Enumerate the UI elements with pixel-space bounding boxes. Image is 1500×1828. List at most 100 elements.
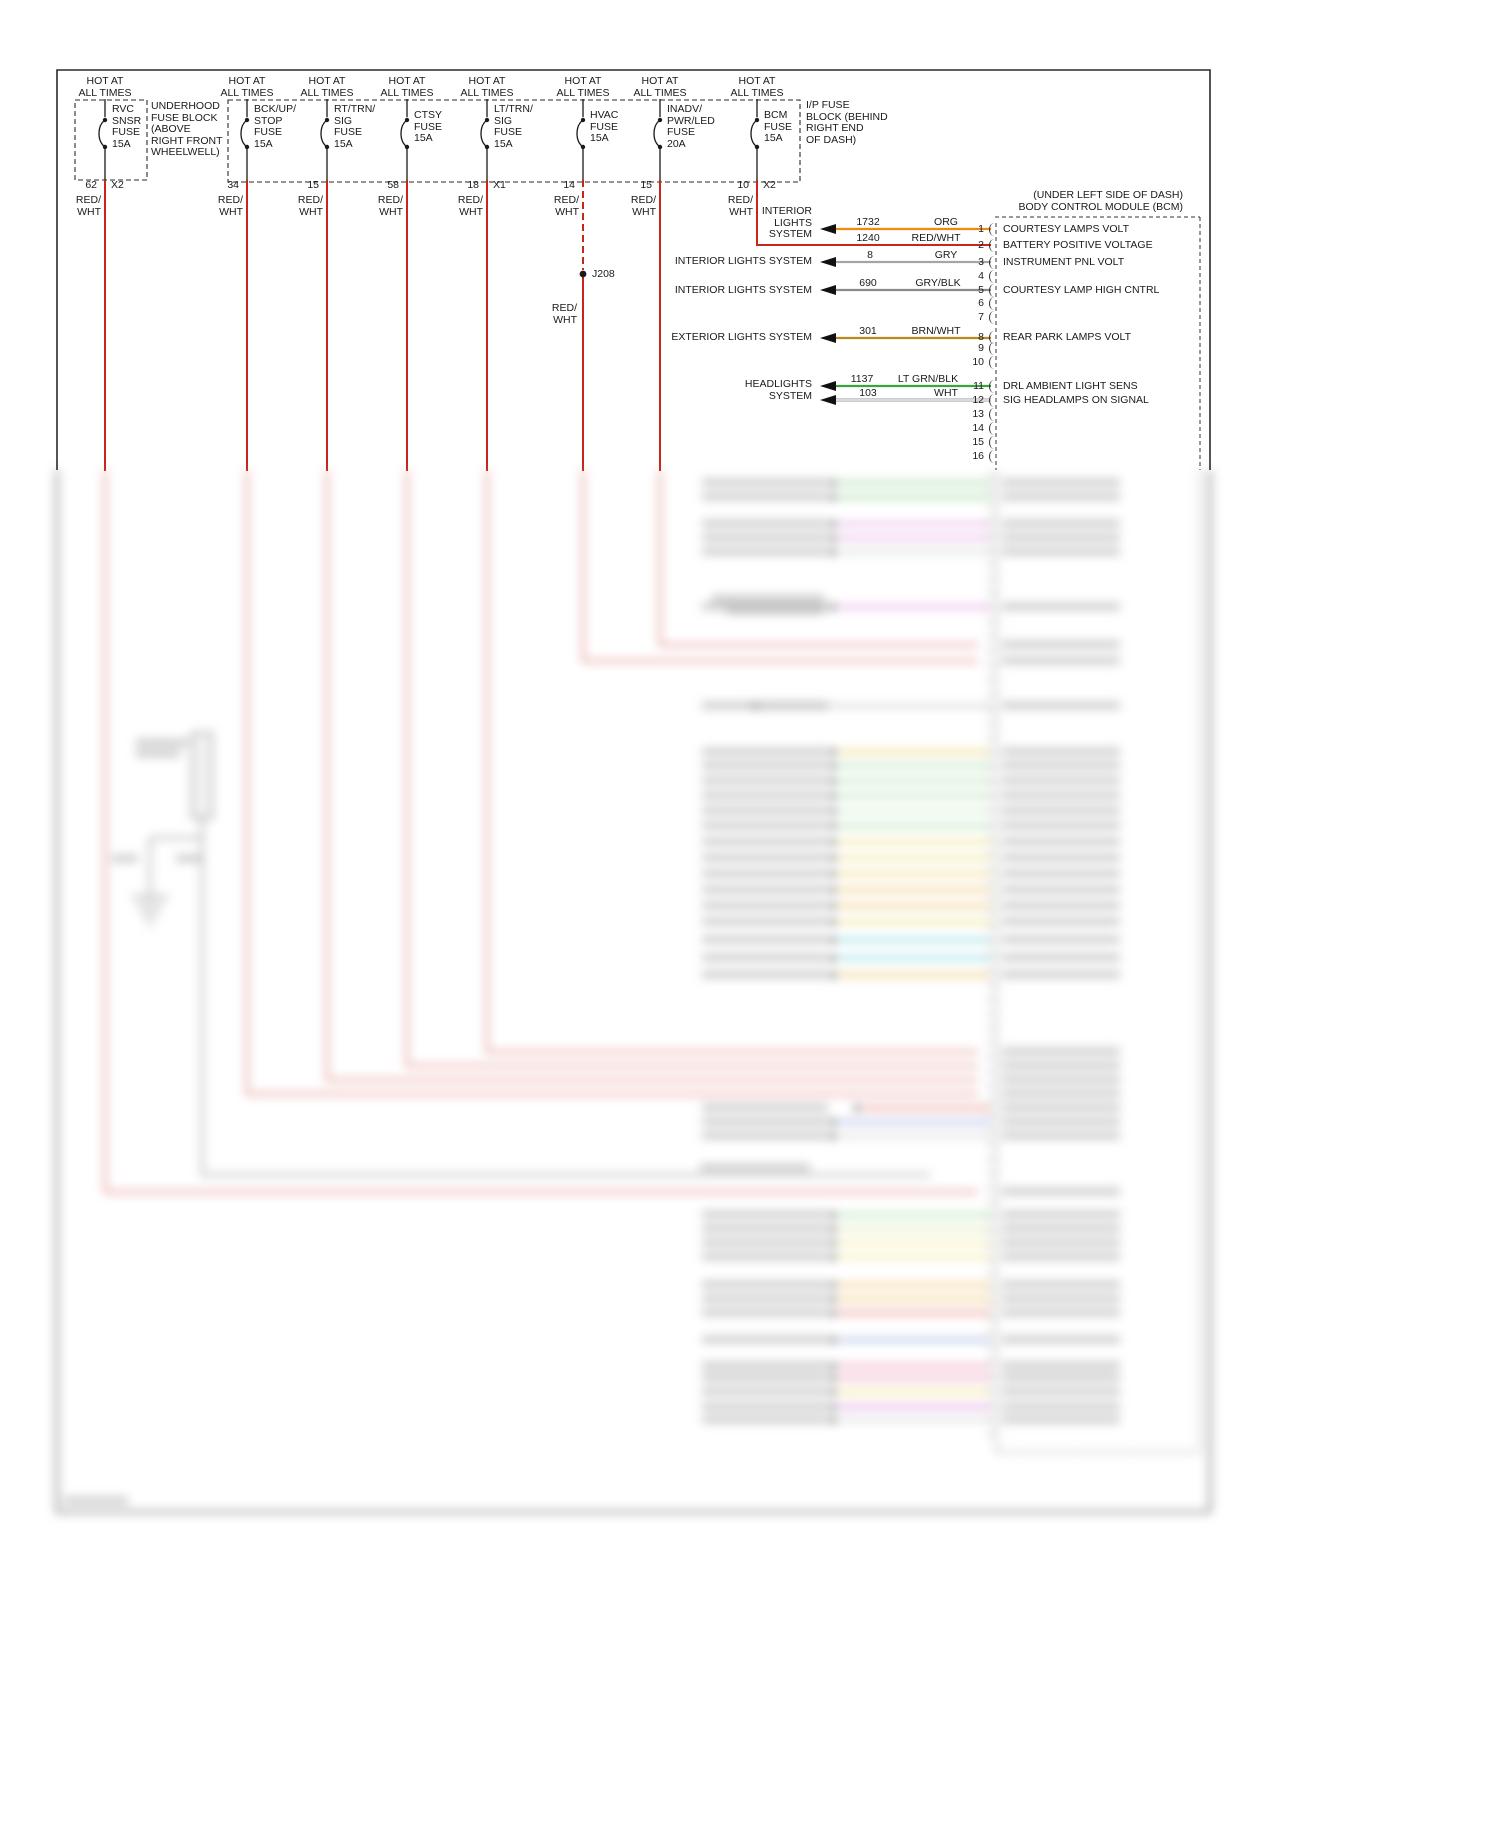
color-gryblk: GRY/BLK (915, 277, 961, 289)
pin-18: 18 (467, 179, 479, 191)
pin-number: 15 (972, 436, 984, 448)
pin-number: 13 (972, 408, 984, 420)
fuse-icons-and-power-wires (98, 99, 760, 471)
wire-label-7: RED/ WHT (630, 194, 656, 218)
pin-function: COURTESY LAMP HIGH CNTRL (1003, 284, 1160, 296)
pin-number: 16 (972, 450, 984, 462)
fuse-label-rvc: RVC SNSR FUSE 15A (112, 103, 142, 150)
hot-label-7: HOT AT ALL TIMES (633, 75, 687, 99)
bcm-pin-row-6: 6 (940, 297, 1210, 310)
connector-cavity-icon (989, 223, 995, 236)
conn-x2-right: X2 (763, 179, 776, 191)
bcm-fuse-wire (756, 180, 991, 246)
wire-label-3: RED/ WHT (297, 194, 323, 218)
connector-cavity-icon (989, 284, 995, 297)
pin-34: 34 (227, 179, 239, 191)
hot-label-6: HOT AT ALL TIMES (556, 75, 610, 99)
pin-number: 1 (978, 223, 984, 235)
pin-number: 6 (978, 297, 984, 309)
color-ltgrnblk: LT GRN/BLK (897, 373, 959, 385)
wire-label-2: RED/ WHT (217, 194, 243, 218)
bcm-pin-row-1: 1 COURTESY LAMPS VOLT (940, 223, 1210, 236)
connector-cavity-icon (989, 380, 995, 393)
bcm-pin-row-15: 15 (940, 436, 1210, 449)
bcm-pin-row-9: 9 (940, 342, 1210, 355)
bcm-pin-row-13: 13 (940, 408, 1210, 421)
hot-label-3: HOT AT ALL TIMES (300, 75, 354, 99)
bcm-title: BODY CONTROL MODULE (BCM) (1018, 201, 1183, 213)
page-border (56, 69, 1211, 470)
color-gry: GRY (934, 249, 958, 261)
pin-number: 9 (978, 342, 984, 354)
hot-label-4: HOT AT ALL TIMES (380, 75, 434, 99)
blurred-diagram-region (0, 468, 1500, 1580)
splice-label: J208 (592, 268, 615, 280)
circuit-1240: 1240 (856, 232, 880, 244)
color-brnwht: BRN/WHT (911, 325, 961, 337)
connector-cavity-icon (989, 311, 995, 324)
system-exterior-lights: EXTERIOR LIGHTS SYSTEM (671, 331, 812, 343)
bcm-pin-row-7: 7 (940, 311, 1210, 324)
pin-function: SIG HEADLAMPS ON SIGNAL (1003, 394, 1149, 406)
pin-15b: 15 (640, 179, 652, 191)
pin-function: REAR PARK LAMPS VOLT (1003, 331, 1131, 343)
fuse-block-outlines (74, 99, 801, 183)
blurred-linework (56, 468, 1211, 1513)
fuse-label-ctsy: CTSY FUSE 15A (414, 109, 443, 144)
circuit-690: 690 (859, 277, 877, 289)
bcm-pin-row-10: 10 (940, 356, 1210, 369)
wire-label-6: RED/ WHT (553, 194, 579, 218)
offpage-arrow-icons (820, 224, 836, 405)
circuit-8: 8 (867, 249, 873, 261)
pin-number: 5 (978, 284, 984, 296)
fuse-label-hvac: HVAC FUSE 15A (590, 109, 619, 144)
connector-cavity-icon (989, 342, 995, 355)
bcm-pin-row-16: 16 (940, 450, 1210, 463)
pin-function: BATTERY POSITIVE VOLTAGE (1003, 239, 1153, 251)
pin-number: 12 (972, 394, 984, 406)
conn-x2-left: X2 (111, 179, 124, 191)
fuse-label-lttrn: LT/TRN/ SIG FUSE 15A (494, 103, 533, 150)
connector-cavity-icon (989, 239, 995, 252)
pin-number: 8 (978, 331, 984, 343)
conn-x1: X1 (493, 179, 506, 191)
bcm-pin-row-12: 12 SIG HEADLAMPS ON SIGNAL (940, 394, 1210, 407)
hot-label-8: HOT AT ALL TIMES (730, 75, 784, 99)
bcm-pin-row-2: 2 BATTERY POSITIVE VOLTAGE (940, 239, 1210, 252)
pin-number: 3 (978, 256, 984, 268)
fuse-label-bckup: BCK/UP/ STOP FUSE 15A (254, 103, 297, 150)
pin-function: DRL AMBIENT LIGHT SENS (1003, 380, 1138, 392)
connector-cavity-icon (989, 422, 995, 435)
pin-number: 10 (972, 356, 984, 368)
bcm-pin-row-3: 3 INSTRUMENT PNL VOLT (940, 256, 1210, 269)
system-interior-lights-3: INTERIOR LIGHTS SYSTEM (674, 284, 812, 296)
system-headlights: HEADLIGHTS SYSTEM (744, 378, 812, 402)
connector-cavity-icon (989, 436, 995, 449)
ip-block-label: I/P FUSE BLOCK (BEHIND RIGHT END OF DASH… (806, 99, 888, 146)
pin-number: 4 (978, 270, 984, 282)
wire-label-4: RED/ WHT (377, 194, 403, 218)
splice-dot (579, 270, 587, 278)
bcm-pin-row-8: 8 REAR PARK LAMPS VOLT (940, 331, 1210, 344)
pin-58: 58 (387, 179, 399, 191)
pin-62: 62 (85, 179, 97, 191)
bcm-circuit-wires (835, 227, 991, 402)
bcm-pin-row-11: 11 DRL AMBIENT LIGHT SENS (940, 380, 1210, 393)
pin-10: 10 (737, 179, 749, 191)
pin-number: 14 (972, 422, 984, 434)
hot-label-5: HOT AT ALL TIMES (460, 75, 514, 99)
hot-label-2: HOT AT ALL TIMES (220, 75, 274, 99)
color-org: ORG (934, 216, 958, 228)
color-redwht: RED/WHT (911, 232, 961, 244)
circuit-103: 103 (859, 387, 877, 399)
connector-cavity-icon (989, 408, 995, 421)
fuse-label-rttrn: RT/TRN/ SIG FUSE 15A (334, 103, 376, 150)
splice-wire-label: RED/ WHT (551, 302, 577, 326)
color-wht: WHT (934, 387, 958, 399)
system-interior-lights-1: INTERIOR LIGHTS SYSTEM (761, 205, 812, 240)
wire-label-5: RED/ WHT (457, 194, 483, 218)
connector-cavity-icon (989, 394, 995, 407)
pin-function: INSTRUMENT PNL VOLT (1003, 256, 1125, 268)
